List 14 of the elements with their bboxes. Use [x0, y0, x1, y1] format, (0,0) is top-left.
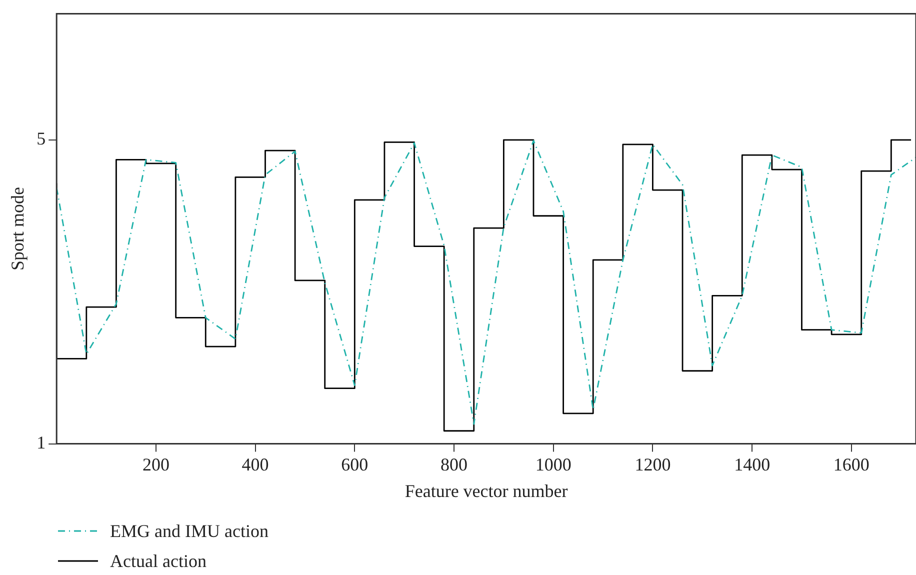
- y-tick-label: 5: [36, 128, 46, 149]
- x-tick-label: 1400: [734, 454, 770, 474]
- x-tick-label: 400: [242, 454, 269, 474]
- x-tick-label: 800: [440, 454, 468, 474]
- x-tick-label: 1600: [833, 454, 870, 474]
- x-tick-label: 600: [341, 454, 368, 474]
- legend-label: EMG and IMU action: [110, 520, 268, 542]
- x-tick-label: 1000: [535, 454, 572, 474]
- x-axis-title: Feature vector number: [404, 480, 568, 501]
- y-axis-title: Sport mode: [8, 187, 28, 271]
- x-tick-label: 1200: [634, 454, 671, 474]
- y-tick-label: 1: [36, 432, 46, 453]
- legend-label: Actual action: [110, 550, 206, 572]
- x-tick-label: 200: [142, 454, 170, 474]
